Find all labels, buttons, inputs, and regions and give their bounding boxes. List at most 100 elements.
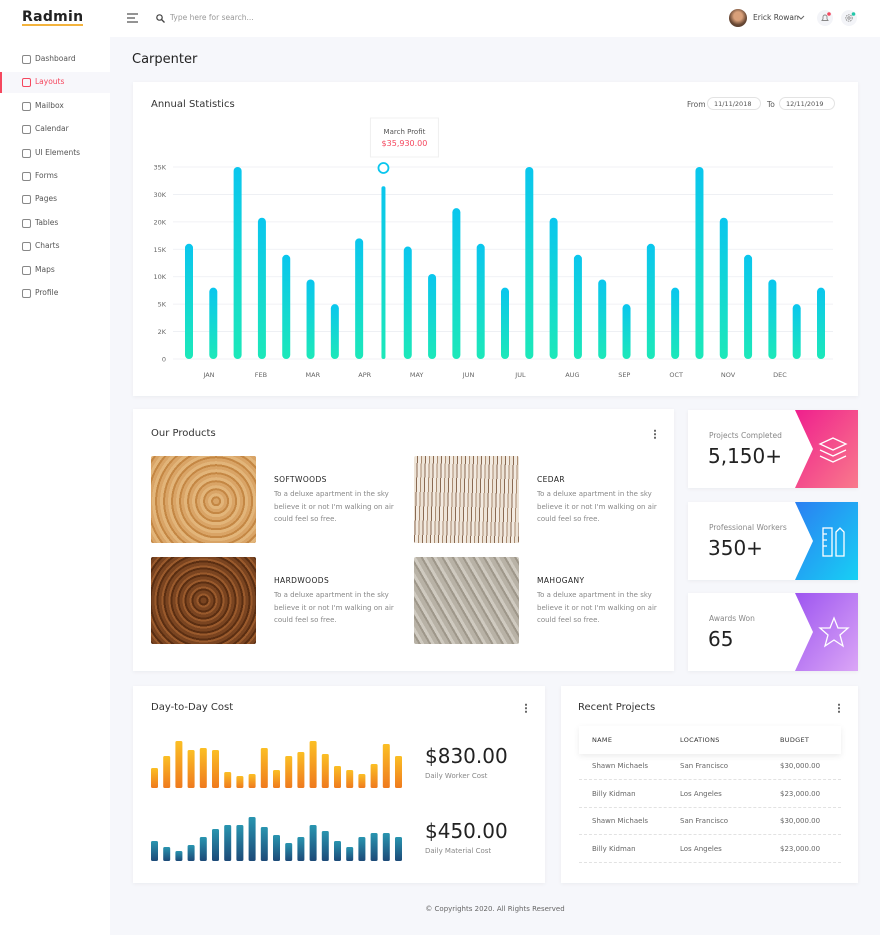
row-separator xyxy=(579,834,841,835)
nav-label: Tables xyxy=(35,217,59,227)
stat-band xyxy=(795,410,858,488)
bar xyxy=(476,243,485,359)
cost-bar xyxy=(224,825,232,861)
cost-bar xyxy=(187,750,195,788)
bar xyxy=(282,254,291,359)
cost-bar xyxy=(151,841,158,861)
more-menu[interactable] xyxy=(838,703,840,713)
nav-icon xyxy=(22,172,31,181)
nav-item[interactable]: Pages xyxy=(0,189,110,210)
stat-card: Projects Completed 5,150+ xyxy=(688,410,858,488)
cost-bar xyxy=(248,817,256,861)
nav-icon xyxy=(22,125,31,135)
nav-label: Calendar xyxy=(35,124,69,134)
settings[interactable] xyxy=(841,10,857,26)
x-tick-label: JAN xyxy=(202,371,214,379)
x-tick-label: MAR xyxy=(306,371,321,379)
bar xyxy=(573,254,582,359)
cost-bar xyxy=(382,833,390,861)
x-tick-label: JUN xyxy=(462,371,475,379)
search-icon xyxy=(156,14,165,23)
nav-item[interactable]: Layouts xyxy=(0,72,110,94)
product-image xyxy=(151,557,256,644)
user-name[interactable]: Erick Rowan xyxy=(753,13,799,22)
bar xyxy=(646,243,655,359)
from-label: From xyxy=(687,100,706,109)
nav-label: Charts xyxy=(35,241,60,251)
nav-label: Dashboard xyxy=(35,54,76,63)
cost-bar xyxy=(260,827,268,861)
nav-item[interactable]: Dashboard xyxy=(0,49,110,70)
products-panel: Our Products SOFTWOODS To a deluxe apartm… xyxy=(133,409,674,671)
cost-bar xyxy=(212,829,219,861)
cost-bar xyxy=(358,774,366,788)
notifications[interactable] xyxy=(817,10,833,26)
panel-title: Annual Statistics xyxy=(151,99,235,110)
row-separator xyxy=(579,806,841,808)
product-name: CEDAR xyxy=(537,475,565,484)
nav-label: Maps xyxy=(35,264,55,274)
nav-item[interactable]: Profile xyxy=(0,283,110,304)
panel-title: Day-to-Day Cost xyxy=(151,702,234,713)
x-tick-label: OCT xyxy=(669,371,683,379)
cost-bar xyxy=(309,741,317,788)
product-description: believe it or not I'm walking on air xyxy=(274,502,394,511)
x-tick-label: MAY xyxy=(410,371,424,379)
bar xyxy=(768,279,777,359)
table-cell: Shawn Michaels xyxy=(592,762,649,770)
stat-value: 65 xyxy=(708,627,734,651)
y-tick-label: 0 xyxy=(162,356,166,364)
nav-item[interactable]: Forms xyxy=(0,166,110,187)
search-input[interactable]: Type here for search... xyxy=(170,13,254,22)
product-description: believe it or not I'm walking on air xyxy=(274,603,394,612)
to-date[interactable]: 12/11/2019 xyxy=(779,97,835,110)
product-description: believe it or not I'm walking on air xyxy=(537,502,657,511)
bar xyxy=(525,167,534,359)
nav-item[interactable]: Tables xyxy=(0,213,110,234)
cost-bar xyxy=(297,837,305,861)
nav-label: Layouts xyxy=(35,77,65,87)
x-tick-label: APR xyxy=(358,371,371,379)
stat-label: Awards Won xyxy=(709,614,755,623)
cost-bar xyxy=(346,847,354,861)
nav-item[interactable]: UI Elements xyxy=(0,143,110,164)
logo[interactable]: Radmin xyxy=(22,9,84,26)
nav-item[interactable]: Charts xyxy=(0,236,110,257)
from-date[interactable]: 11/11/2018 xyxy=(707,97,761,110)
nav-icon xyxy=(22,148,31,158)
nav-item[interactable]: Maps xyxy=(0,260,110,281)
nav-icon xyxy=(22,195,31,205)
cost-bar xyxy=(334,841,341,861)
product-description: could feel so free. xyxy=(274,515,337,523)
product-description: believe it or not I'm walking on air xyxy=(537,603,657,612)
y-tick-label: 2K xyxy=(158,328,167,336)
table-cell: Shawn Michaels xyxy=(592,817,649,825)
nav-item[interactable]: Calendar xyxy=(0,119,110,140)
menu-icon[interactable] xyxy=(127,13,139,23)
avatar[interactable] xyxy=(729,9,747,27)
product-description: To a deluxe apartment in the sky xyxy=(274,490,389,498)
cost-bar xyxy=(273,835,280,861)
stat-icon xyxy=(818,437,848,463)
bar xyxy=(403,246,412,359)
more-menu[interactable] xyxy=(525,703,527,713)
nav-item[interactable]: Mailbox xyxy=(0,96,110,117)
y-tick-label: 35K xyxy=(153,164,166,172)
stat-value: 350+ xyxy=(708,535,763,560)
cost-bar xyxy=(297,752,305,788)
from-date-text: 11/11/2018 xyxy=(714,100,752,108)
table-cell: Billy Kidman xyxy=(592,789,636,798)
cost-bar xyxy=(321,754,329,788)
nav-label: Forms xyxy=(35,171,58,180)
bar xyxy=(185,243,193,359)
nav-icon xyxy=(22,289,31,298)
cost-bar xyxy=(151,768,158,788)
more-menu[interactable] xyxy=(654,429,656,439)
stat-decoration xyxy=(795,593,858,671)
table-cell: Los Angeles xyxy=(680,844,722,853)
panel-title: Recent Projects xyxy=(578,702,656,713)
stat-value: 5,150+ xyxy=(708,444,783,468)
cost-bar xyxy=(248,774,256,788)
bar xyxy=(719,217,728,359)
